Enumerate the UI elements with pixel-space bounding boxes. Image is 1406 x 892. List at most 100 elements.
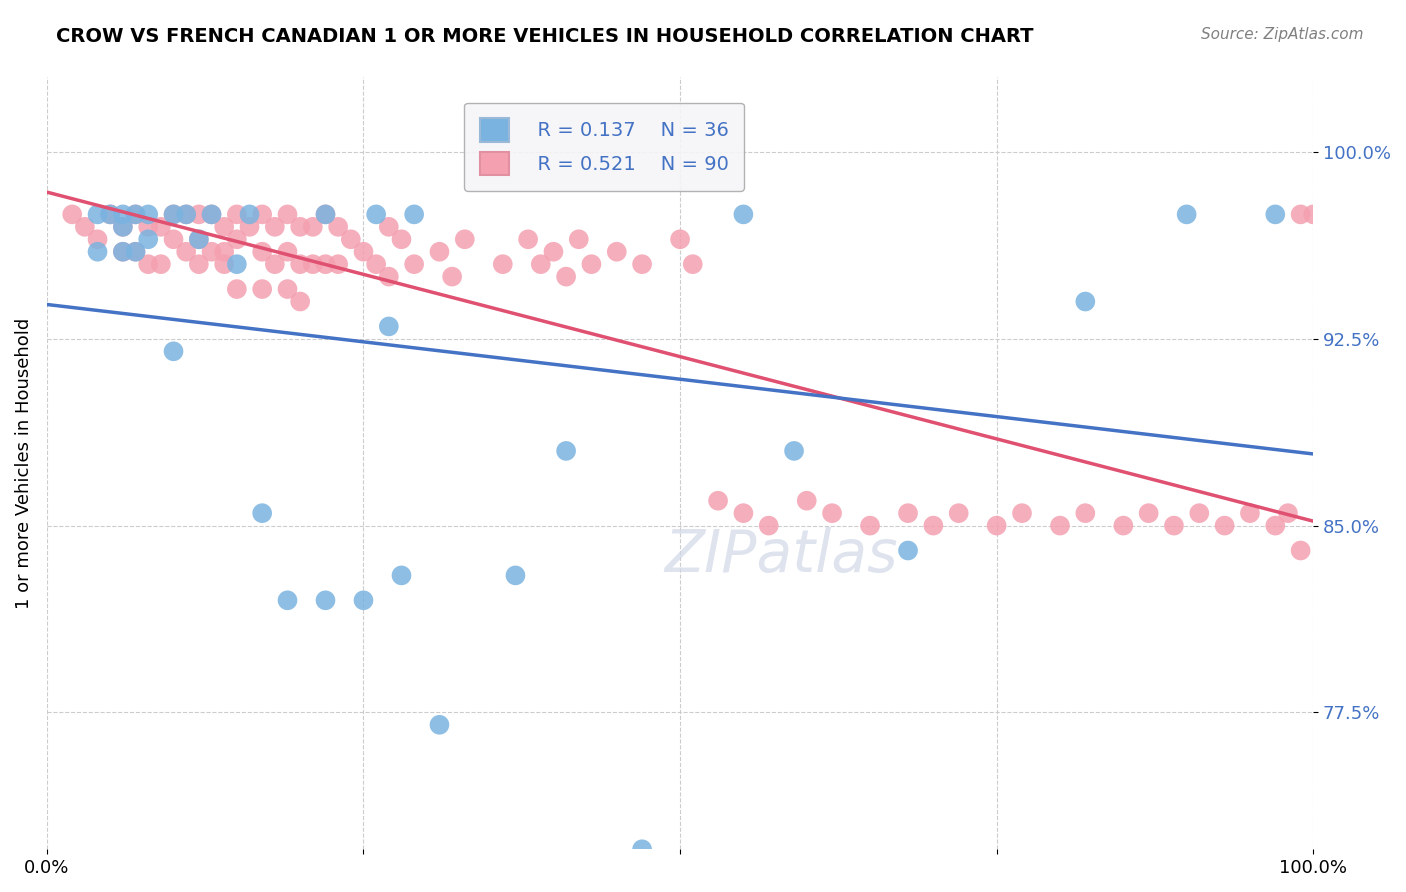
Point <box>441 269 464 284</box>
Point <box>1163 518 1185 533</box>
Point <box>174 244 197 259</box>
Point <box>733 207 755 221</box>
Text: ZIPatlas: ZIPatlas <box>665 527 898 584</box>
Point <box>136 232 159 246</box>
Point <box>111 244 134 259</box>
Point <box>111 244 134 259</box>
Point <box>568 232 591 246</box>
Point <box>454 232 477 246</box>
Point <box>149 219 172 234</box>
Point <box>897 506 920 520</box>
Point <box>391 232 413 246</box>
Point <box>162 207 184 221</box>
Point <box>136 219 159 234</box>
Point <box>250 282 273 296</box>
Point <box>378 319 401 334</box>
Point <box>174 207 197 221</box>
Point <box>136 207 159 221</box>
Point <box>124 207 146 221</box>
Point <box>1302 207 1324 221</box>
Point <box>328 219 350 234</box>
Text: CROW VS FRENCH CANADIAN 1 OR MORE VEHICLES IN HOUSEHOLD CORRELATION CHART: CROW VS FRENCH CANADIAN 1 OR MORE VEHICL… <box>56 27 1033 45</box>
Point <box>162 207 184 221</box>
Point <box>517 232 540 246</box>
Point <box>366 207 388 221</box>
Point <box>225 232 247 246</box>
Point <box>86 232 108 246</box>
Point <box>366 257 388 271</box>
Point <box>288 219 311 234</box>
Point <box>429 718 451 732</box>
Point <box>986 518 1008 533</box>
Point <box>225 257 247 271</box>
Point <box>238 219 260 234</box>
Point <box>1137 506 1160 520</box>
Point <box>1074 294 1097 309</box>
Point <box>429 244 451 259</box>
Point <box>73 219 96 234</box>
Point <box>98 207 121 221</box>
Point <box>301 257 323 271</box>
Point <box>288 257 311 271</box>
Point <box>187 232 209 246</box>
Point <box>897 543 920 558</box>
Point <box>225 282 247 296</box>
Point <box>315 207 337 221</box>
Point <box>1188 506 1211 520</box>
Point <box>492 257 515 271</box>
Point <box>162 344 184 359</box>
Point <box>783 444 806 458</box>
Point <box>821 506 844 520</box>
Point <box>669 232 692 246</box>
Point <box>212 219 235 234</box>
Point <box>250 506 273 520</box>
Point <box>263 257 285 271</box>
Point <box>212 244 235 259</box>
Point <box>98 207 121 221</box>
Point <box>1264 518 1286 533</box>
Point <box>149 257 172 271</box>
Point <box>378 219 401 234</box>
Point <box>238 207 260 221</box>
Point <box>404 257 426 271</box>
Point <box>111 207 134 221</box>
Point <box>1239 506 1261 520</box>
Point <box>276 282 298 296</box>
Point <box>263 219 285 234</box>
Point <box>581 257 603 271</box>
Point <box>555 269 578 284</box>
Point <box>187 207 209 221</box>
Y-axis label: 1 or more Vehicles in Household: 1 or more Vehicles in Household <box>15 318 32 609</box>
Point <box>86 244 108 259</box>
Point <box>631 257 654 271</box>
Point <box>200 244 222 259</box>
Point <box>796 493 818 508</box>
Point <box>212 257 235 271</box>
Point <box>288 294 311 309</box>
Point <box>174 207 197 221</box>
Point <box>250 244 273 259</box>
Point <box>187 257 209 271</box>
Point <box>124 244 146 259</box>
Point <box>162 232 184 246</box>
Point <box>353 244 375 259</box>
Point <box>60 207 83 221</box>
Point <box>1112 518 1135 533</box>
Point <box>948 506 970 520</box>
Point <box>111 219 134 234</box>
Point <box>1011 506 1033 520</box>
Point <box>391 568 413 582</box>
Point <box>250 207 273 221</box>
Point <box>315 207 337 221</box>
Point <box>404 207 426 221</box>
Point <box>1074 506 1097 520</box>
Point <box>276 207 298 221</box>
Point <box>200 207 222 221</box>
Point <box>1213 518 1236 533</box>
Point <box>315 593 337 607</box>
Point <box>315 257 337 271</box>
Point <box>340 232 363 246</box>
Point <box>124 207 146 221</box>
Point <box>859 518 882 533</box>
Point <box>555 444 578 458</box>
